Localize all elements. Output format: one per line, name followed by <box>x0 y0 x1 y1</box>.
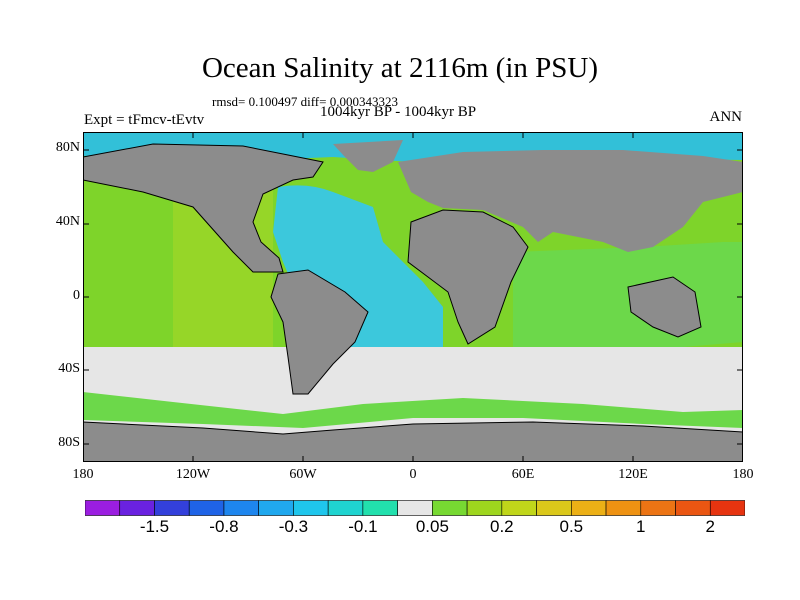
antarctica-land <box>83 422 743 462</box>
colorbar-label: -1.5 <box>139 517 170 536</box>
colorbar-label: 1 <box>636 517 646 536</box>
colorbar-label: 0.05 <box>415 517 449 536</box>
lat-label-80s: 80S <box>58 435 80 450</box>
coastlines <box>83 143 743 435</box>
land-masses <box>83 140 743 462</box>
colorbar-swatch <box>501 500 537 516</box>
antarctica-coastline <box>83 421 743 435</box>
colorbar-swatch <box>293 500 329 516</box>
antarctic-green-band <box>83 392 743 428</box>
salinity-map <box>83 132 743 462</box>
colorbar <box>85 500 745 516</box>
colorbar-label: -0.1 <box>348 517 378 536</box>
colorbar-swatch <box>466 500 503 516</box>
africa-coastline <box>407 209 529 345</box>
colorbar-swatch <box>640 500 676 516</box>
lon-label-0: 0 <box>409 467 417 482</box>
map-title: Ocean Salinity at 2116m (in PSU) <box>201 52 599 84</box>
africa-land <box>408 210 528 344</box>
southern-neutral-band <box>83 347 743 402</box>
colorbar-label: -0.8 <box>209 517 239 536</box>
colorbar-swatch <box>675 500 711 516</box>
australia-coastline <box>627 276 702 338</box>
colorbar-swatch <box>85 500 121 516</box>
colorbar-label: 2 <box>705 517 715 536</box>
colorbar-swatch <box>258 500 294 516</box>
colorbar-swatch <box>709 500 745 516</box>
colorbar-swatch <box>223 500 259 516</box>
colorbar-label: -0.3 <box>278 517 309 536</box>
colorbar-swatch <box>154 500 190 516</box>
colorbar-swatch <box>536 500 572 516</box>
eurasia-land <box>398 150 743 252</box>
lon-label-120e: 120E <box>618 467 648 482</box>
lon-label-120w: 120W <box>175 467 211 482</box>
north-america-land <box>83 144 323 272</box>
season-label: ANN <box>709 109 743 125</box>
lat-label-80n: 80N <box>55 140 80 155</box>
lon-label-180w: 180 <box>72 467 94 482</box>
colorbar-label: 0.5 <box>559 517 584 536</box>
colorbar-swatch <box>362 500 398 516</box>
experiment-label: Expt = tFmcv-tEvtv <box>84 112 205 128</box>
indian-ocean-field <box>513 242 743 352</box>
axis-ticks <box>83 132 743 462</box>
stats-subtitle: rmsd= 0.100497 diff= 0.000343323 <box>212 94 398 109</box>
south-america-land <box>271 270 368 394</box>
colorbar-swatch <box>119 500 155 516</box>
period-subtitle: 1004kyr BP - 1004kyr BP <box>320 104 477 120</box>
north-america-coastline <box>83 143 324 273</box>
colorbar-swatch <box>605 500 642 516</box>
lon-label-180e: 180 <box>732 467 754 482</box>
lat-label-0: 0 <box>73 288 80 303</box>
colorbar-swatch <box>571 500 607 516</box>
colorbar-swatch <box>327 500 364 516</box>
lat-label-40n: 40N <box>55 214 80 229</box>
colorbar-swatch <box>397 500 433 516</box>
colorbar-swatch <box>188 500 225 516</box>
lon-label-60e: 60E <box>511 467 535 482</box>
colorbar-swatch <box>432 500 468 516</box>
south-america-coastline <box>270 269 369 395</box>
lat-label-40s: 40S <box>58 361 80 376</box>
colorbar-label: 0.2 <box>490 517 514 536</box>
greenland-land <box>333 140 403 172</box>
lon-label-60w: 60W <box>289 467 317 482</box>
